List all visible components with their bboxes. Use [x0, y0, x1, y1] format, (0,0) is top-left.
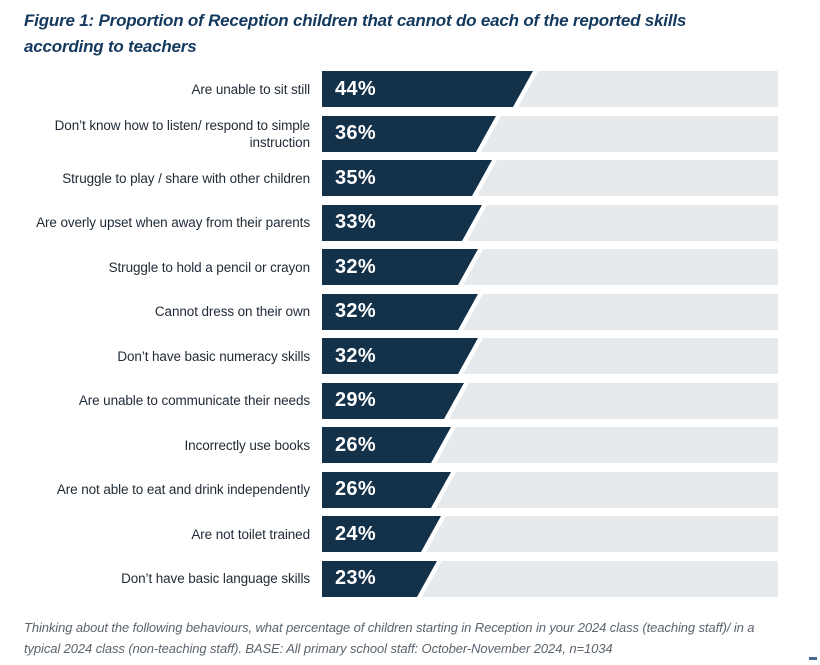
bar-value: 36%: [335, 122, 376, 144]
bar: 23%: [322, 560, 437, 597]
bar-value: 44%: [335, 77, 376, 100]
bar-value: 32%: [335, 255, 376, 278]
page-corner-mark: [809, 657, 817, 660]
bar-slant: [444, 382, 465, 419]
bar-value: 32%: [335, 344, 376, 367]
bar: 26%: [322, 471, 451, 508]
bar-label: Cannot dress on their own: [154, 304, 310, 319]
bar-label: Don’t have basic language skills: [121, 571, 310, 586]
bar-slant: [471, 160, 492, 196]
bar-value: 32%: [335, 300, 376, 322]
bar-track: 29%: [322, 382, 778, 419]
chart-row: Don’t have basic language skills 23%: [24, 560, 778, 597]
bar-label: Incorrectly use books: [184, 437, 311, 453]
chart-row: Are not able to eat and drink independen…: [24, 471, 778, 508]
bar-chart: Are unable to sit still 44% Don’t know h…: [24, 71, 778, 597]
bar-slant: [430, 427, 451, 463]
chart-row: Cannot dress on their own 32%: [24, 293, 778, 330]
bar: 32%: [322, 249, 478, 285]
chart-row: Struggle to hold a pencil or crayon 32%: [24, 249, 778, 285]
bar-value: 23%: [335, 567, 376, 589]
bar-slant: [430, 471, 451, 508]
bar-track: 32%: [322, 249, 778, 285]
bar-slant: [512, 71, 533, 107]
bar-value: 29%: [335, 389, 376, 411]
bar-label: Are unable to communicate their needs: [78, 393, 310, 408]
bar-value: 35%: [335, 166, 376, 189]
figure-title: Figure 1: Proportion of Reception childr…: [24, 11, 687, 56]
bar-track: 23%: [322, 560, 778, 597]
bar: 32%: [322, 338, 478, 374]
bar: 33%: [322, 204, 483, 241]
bar-slant: [457, 293, 478, 330]
bar-track: 44%: [322, 71, 778, 107]
bar-label: Struggle to play / share with other chil…: [62, 170, 310, 186]
chart-row: Are overly upset when away from their pa…: [24, 204, 778, 241]
bar-label: Are not toilet trained: [191, 526, 310, 542]
bar-label: Are unable to sit still: [191, 81, 310, 97]
bar-slant: [416, 560, 437, 597]
bar: 26%: [322, 427, 451, 463]
bar-value: 24%: [335, 522, 376, 545]
bar-label: Don’t know how to listen/ respond to sim…: [54, 117, 310, 150]
figure-footnote: Thinking about the following behaviours,…: [24, 619, 755, 656]
bar-value: 33%: [335, 211, 376, 233]
bar: 35%: [322, 160, 492, 196]
bar-slant: [476, 115, 497, 152]
bar-track: 32%: [322, 338, 778, 374]
bar-track: 33%: [322, 204, 778, 241]
bar-track: 24%: [322, 516, 778, 552]
bar-track: 32%: [322, 293, 778, 330]
bar-track: 36%: [322, 115, 778, 152]
bar-label: Struggle to hold a pencil or crayon: [108, 259, 310, 275]
bar-track: 35%: [322, 160, 778, 196]
bar-slant: [462, 204, 483, 241]
chart-row: Incorrectly use books 26%: [24, 427, 778, 463]
chart-row: Are not toilet trained 24%: [24, 516, 778, 552]
bar: 24%: [322, 516, 442, 552]
chart-row: Struggle to play / share with other chil…: [24, 160, 778, 196]
bar-label: Don’t have basic numeracy skills: [117, 348, 310, 364]
bar-track: 26%: [322, 427, 778, 463]
bar: 29%: [322, 382, 465, 419]
bar-label: Are overly upset when away from their pa…: [36, 215, 310, 230]
bar-value: 26%: [335, 433, 376, 456]
chart-row: Are unable to communicate their needs 29…: [24, 382, 778, 419]
bar-label: Are not able to eat and drink independen…: [56, 482, 310, 497]
bar: 32%: [322, 293, 478, 330]
bar-slant: [421, 516, 442, 552]
bar-value: 26%: [335, 478, 376, 500]
bar-slant: [457, 249, 478, 285]
bar-slant: [457, 338, 478, 374]
chart-row: Are unable to sit still 44%: [24, 71, 778, 107]
bar-track: 26%: [322, 471, 778, 508]
bar: 36%: [322, 115, 497, 152]
chart-row: Don’t know how to listen/ respond to sim…: [24, 115, 778, 152]
chart-row: Don’t have basic numeracy skills 32%: [24, 338, 778, 374]
bar: 44%: [322, 71, 533, 107]
